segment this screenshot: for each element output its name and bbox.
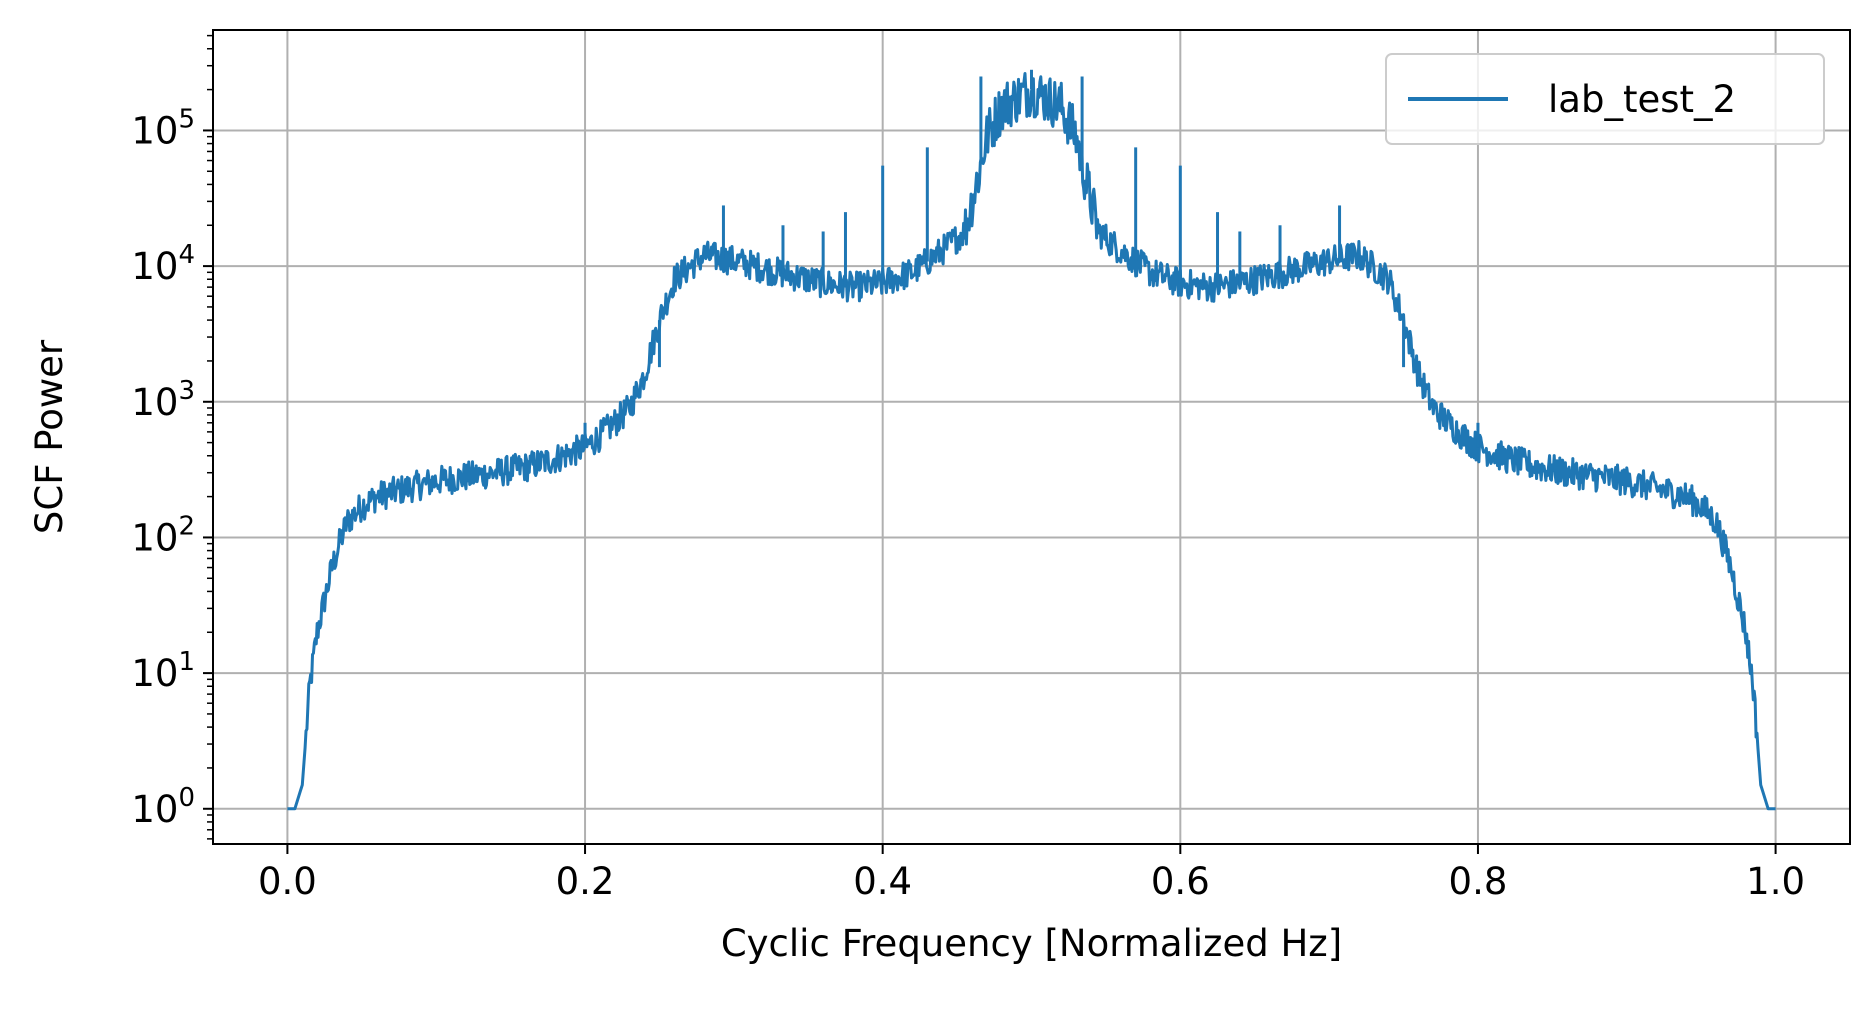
y-tick-label: 104 [131, 240, 195, 288]
x-tick-label: 0.2 [556, 860, 615, 903]
legend-label: lab_test_2 [1548, 78, 1736, 121]
series-layer [286, 69, 1777, 811]
axes-frame [212, 29, 1851, 845]
y-tick-label: 105 [131, 104, 195, 152]
legend-box [1385, 53, 1825, 145]
x-axis-ticks: 0.0 0.2 0.4 0.6 0.8 1.0 [258, 844, 1805, 903]
x-axis-label: Cyclic Frequency [Normalized Hz] [721, 922, 1342, 965]
series-line [286, 71, 1777, 811]
x-tick-label: 0.0 [258, 860, 317, 903]
y-tick-label: 101 [131, 647, 195, 695]
y-tick-label: 102 [131, 511, 195, 559]
y-axis-label: SCF Power [28, 339, 71, 534]
x-tick-label: 0.8 [1449, 860, 1508, 903]
y-tick-label: 103 [131, 376, 195, 424]
y-tick-label: 100 [131, 783, 195, 831]
x-tick-label: 0.6 [1151, 860, 1210, 903]
x-tick-label: 0.4 [853, 860, 912, 903]
y-axis-ticks: 100 101 102 103 104 105 [131, 34, 213, 840]
legend: lab_test_2 [1385, 53, 1825, 145]
x-tick-label: 1.0 [1746, 860, 1805, 903]
